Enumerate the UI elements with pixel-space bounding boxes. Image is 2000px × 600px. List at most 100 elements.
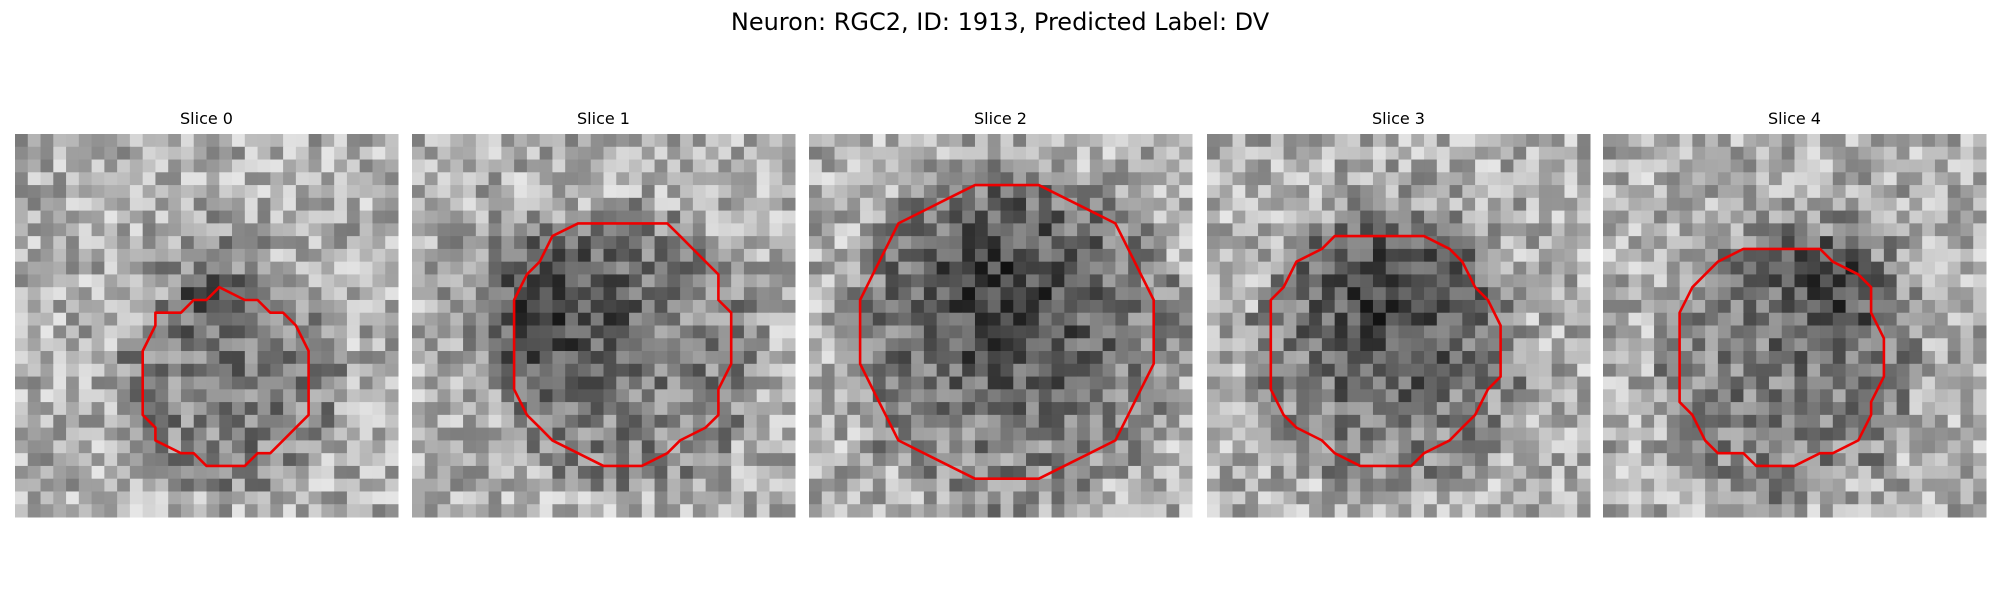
pixel [385,325,399,339]
pixel [514,376,528,390]
pixel [1871,197,1885,212]
pixel [1883,427,1898,441]
pixel [1411,312,1425,326]
pixel [193,465,207,480]
pixel [692,440,707,454]
pixel [1628,504,1642,518]
pixel [257,134,271,148]
pixel [40,134,54,148]
pixel [463,274,477,288]
pixel [334,491,348,505]
pixel [654,312,668,326]
pixel [1756,274,1770,288]
pixel [1500,312,1514,326]
pixel [1883,440,1898,454]
pixel [1334,491,1348,505]
pixel [450,134,464,148]
pixel [1372,210,1387,224]
pixel [40,402,54,416]
pixel [232,172,246,186]
pixel [987,351,1001,365]
pixel [1513,223,1527,237]
pixel [1526,197,1540,212]
pixel [923,299,938,314]
pixel [1973,287,1987,301]
pixel [1922,402,1936,416]
pixel [718,159,732,173]
pixel [78,146,93,161]
pixel [257,363,271,378]
pixel [847,427,861,441]
pixel [1768,146,1783,161]
pixel [847,287,861,301]
pixel [1398,274,1412,288]
pixel [1513,478,1527,492]
pixel [206,274,220,288]
pixel [782,261,796,275]
pixel [1245,287,1259,301]
pixel [514,414,528,429]
pixel [501,287,515,301]
pixel [1947,236,1961,250]
pixel [295,325,310,339]
pixel [949,261,963,275]
pixel [372,287,386,301]
pixel [450,440,464,454]
pixel [911,402,925,416]
pixel [1436,210,1451,224]
pixel [590,312,604,326]
pixel [743,363,758,378]
pixel [769,223,783,237]
pixel [1909,146,1923,161]
pixel [1756,465,1770,480]
pixel [1270,491,1285,505]
pixel [1820,185,1834,199]
pixel [731,338,745,352]
pixel [1166,146,1180,161]
pixel [1960,414,1974,429]
pixel [860,146,874,161]
pixel [1538,159,1553,173]
pixel [142,261,156,275]
pixel [53,440,67,454]
pixel [1641,210,1655,224]
pixel [603,274,617,288]
pixel [257,491,271,505]
pixel [1692,414,1706,429]
pixel [1436,402,1451,416]
pixel [1820,146,1834,161]
pixel [911,325,925,339]
pixel [1436,338,1451,352]
pixel [346,402,361,416]
pixel [1026,338,1040,352]
pixel [1436,414,1451,429]
pixel [1960,146,1974,161]
pixel [1219,185,1234,199]
pixel [692,159,707,173]
pixel [1756,146,1770,161]
pixel [1487,236,1502,250]
pixel [1858,465,1872,480]
pixel [1947,248,1961,263]
pixel [104,376,118,390]
pixel [424,134,439,148]
pixel [1051,414,1065,429]
pixel [1064,440,1078,454]
pixel [1462,427,1476,441]
pixel [15,376,29,390]
pixel [117,134,131,148]
pixel [1424,427,1438,441]
pixel [1000,504,1014,518]
pixel [193,146,207,161]
pixel [1179,453,1193,467]
pixel [1743,504,1757,518]
pixel [1654,223,1668,237]
pixel [1743,325,1757,339]
pixel [424,402,439,416]
pixel [91,427,105,441]
pixel [885,504,899,518]
pixel [987,376,1001,390]
pixel [385,159,399,173]
pixel [1883,185,1898,199]
pixel [1666,453,1681,467]
